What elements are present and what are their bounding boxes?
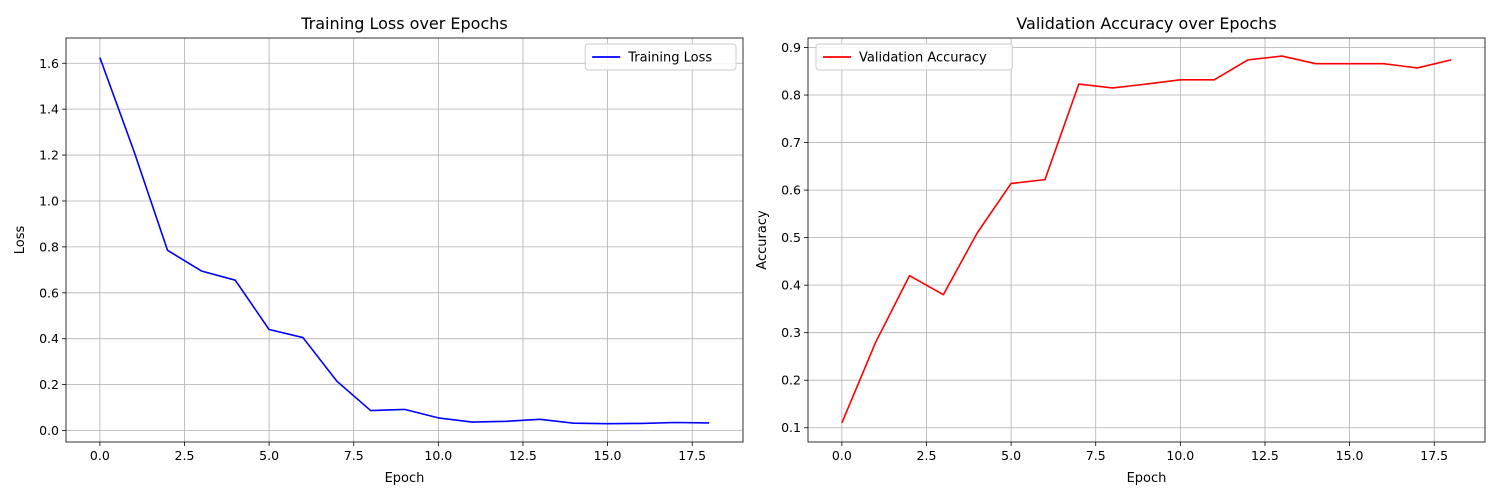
y-tick-label: 0.7 [781,135,801,150]
y-axis-label: Accuracy [755,210,770,270]
x-axis-label: Epoch [1127,471,1167,486]
y-tick-label: 0.3 [781,325,801,340]
legend-box [815,43,1013,71]
x-tick-label: 7.5 [344,448,364,463]
plot-area [808,38,1485,442]
y-tick-label: 0.2 [781,373,801,388]
series-line-validation-accuracy [841,55,1452,424]
x-tick-label: 5.0 [1001,448,1021,463]
axes-frame [65,37,744,443]
y-tick-label: 0.0 [39,423,59,438]
y-tick-label: 1.2 [39,148,59,163]
series-line-training-loss [99,57,710,425]
y-tick-label: 0.8 [781,88,801,103]
y-axis-label: Loss [13,226,28,255]
x-axis-label: Epoch [385,471,425,486]
x-tick-label: 10.0 [1166,448,1194,463]
y-tick-label: 0.5 [781,230,801,245]
y-tick-label: 0.9 [781,40,801,55]
y-tick-label: 0.1 [781,420,801,435]
axes-frame [807,37,1486,443]
y-tick-label: 1.6 [39,56,59,71]
y-tick-label: 0.6 [39,285,59,300]
y-tick-label: 0.8 [39,239,59,254]
x-tick-label: 5.0 [259,448,279,463]
x-tick-label: 0.0 [832,448,852,463]
y-tick-label: 1.4 [39,102,59,117]
x-tick-label: 0.0 [90,448,110,463]
legend-label: Validation Accuracy [859,51,987,66]
legend-label: Training Loss [627,51,712,66]
y-tick-label: 0.4 [39,331,59,346]
y-tick-label: 1.0 [39,193,59,208]
chart-panel-2: 0.0 2.5 5.0 7.5 10.0 12.5 15.0 17.5 0.1 0.2 0.3 0.4… [755,14,1486,486]
x-tick-label: 10.0 [424,448,452,463]
x-tick-label: 15.0 [594,448,622,463]
x-tick-label: 15.0 [1336,448,1364,463]
x-tick-label: 2.5 [175,448,195,463]
chart-panel-1: 0.0 2.5 5.0 7.5 10.0 12.5 15.0 17.5 0.0 0.2 0.4 0.6… [13,14,744,486]
x-tick-label: 12.5 [1251,448,1279,463]
x-tick-label: 7.5 [1086,448,1106,463]
y-tick-label: 0.4 [781,278,801,293]
chart-title: Training Loss over Epochs [300,14,508,33]
chart-title: Validation Accuracy over Epochs [1016,14,1276,33]
x-tick-label: 17.5 [678,448,706,463]
x-tick-label: 2.5 [917,448,937,463]
y-tick-label: 0.6 [781,183,801,198]
legend-box [584,43,737,71]
legend: Validation Accuracy [815,43,1013,71]
y-tick-label: 0.2 [39,377,59,392]
x-tick-label: 17.5 [1420,448,1448,463]
legend: Training Loss [584,43,737,71]
plot-area [66,38,743,442]
x-tick-label: 12.5 [509,448,537,463]
